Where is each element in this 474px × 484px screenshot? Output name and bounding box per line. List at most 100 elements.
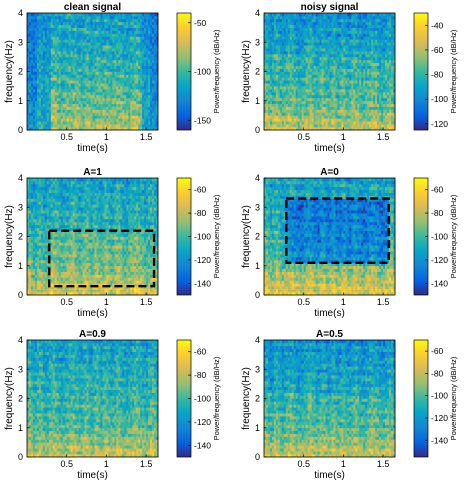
heatmap-cell <box>325 127 328 131</box>
heatmap-cell <box>86 36 89 40</box>
heatmap-cell <box>311 53 314 58</box>
heatmap-cell <box>74 62 77 66</box>
heatmap-cell <box>78 121 81 125</box>
heatmap-cell <box>76 103 79 107</box>
heatmap-cell <box>52 65 56 69</box>
heatmap-cell <box>46 121 50 125</box>
heatmap-cell <box>108 127 111 131</box>
heatmap-cell <box>62 83 66 87</box>
heatmap-cell <box>315 45 318 49</box>
heatmap-cell <box>150 124 153 128</box>
heatmap-cell <box>357 51 360 55</box>
heatmap-cell <box>264 13 267 17</box>
heatmap-cell <box>365 109 368 113</box>
heatmap-cell <box>343 74 346 78</box>
heatmap-cell <box>291 68 295 72</box>
heatmap-cell <box>287 27 291 31</box>
heatmap-cell <box>136 103 139 107</box>
heatmap-cell <box>126 68 129 72</box>
heatmap-cell <box>124 94 127 99</box>
heatmap-cell <box>78 127 81 131</box>
heatmap-cell <box>343 30 346 34</box>
heatmap-cell <box>62 51 66 55</box>
heatmap-cell <box>98 51 101 55</box>
heatmap-cell <box>56 118 60 122</box>
heatmap-cell <box>112 71 115 75</box>
heatmap-cell <box>317 83 320 87</box>
heatmap-cell <box>112 91 115 96</box>
heatmap-cell <box>38 118 42 122</box>
heatmap-cell <box>36 24 40 28</box>
heatmap-cell <box>68 68 72 72</box>
heatmap-cell <box>114 86 117 90</box>
heatmap-cell <box>291 48 295 52</box>
heatmap-cell <box>32 59 36 64</box>
heatmap-cell <box>32 36 36 40</box>
heatmap-cell <box>156 83 159 87</box>
heatmap-cell <box>285 124 289 128</box>
heatmap-cell <box>367 68 370 72</box>
heatmap-cell <box>88 109 91 113</box>
heatmap-cell <box>88 45 91 49</box>
heatmap-cell <box>335 77 338 81</box>
heatmap-cell <box>40 30 44 34</box>
heatmap-cell <box>363 109 366 113</box>
heatmap-cell <box>30 42 34 46</box>
heatmap-cell <box>273 62 277 66</box>
heatmap-cell <box>323 115 326 119</box>
heatmap-cell <box>108 51 111 55</box>
heatmap-cell <box>273 71 277 75</box>
heatmap-cell <box>373 33 376 37</box>
heatmap-cell <box>122 83 125 87</box>
heatmap-cell <box>353 97 356 102</box>
heatmap-cell <box>27 27 30 31</box>
heatmap-cell <box>122 91 125 96</box>
heatmap-cell <box>140 124 143 128</box>
heatmap-cell <box>60 91 64 96</box>
heatmap-cell <box>92 109 95 113</box>
heatmap-cell <box>357 56 360 61</box>
heatmap-cell <box>112 77 115 81</box>
heatmap-cell <box>146 53 149 58</box>
heatmap-cell <box>152 118 155 122</box>
heatmap-cell <box>325 71 328 75</box>
heatmap-cell <box>27 112 30 116</box>
heatmap-cell <box>365 100 368 105</box>
heatmap-cell <box>30 77 34 81</box>
heatmap-cell <box>287 56 291 61</box>
heatmap-cell <box>50 100 54 105</box>
heatmap-cell <box>371 127 374 131</box>
heatmap-cell <box>66 100 70 105</box>
heatmap-cell <box>90 48 93 52</box>
heatmap-cell <box>68 51 72 55</box>
heatmap-cell <box>301 71 305 75</box>
heatmap-cell <box>353 39 356 43</box>
y-tick-label: 4 <box>18 8 23 18</box>
heatmap-cell <box>46 42 50 46</box>
heatmap-cell <box>124 91 127 96</box>
heatmap-cell <box>335 15 338 20</box>
heatmap-cell <box>118 48 121 52</box>
heatmap-cell <box>359 100 362 105</box>
heatmap-cell <box>102 59 105 64</box>
heatmap-cell <box>303 121 307 125</box>
heatmap-cell <box>98 18 101 23</box>
heatmap-cell <box>42 65 46 69</box>
heatmap-cell <box>287 74 291 78</box>
heatmap-cell <box>305 112 309 116</box>
heatmap-cell <box>90 127 93 131</box>
heatmap-cell <box>116 74 119 78</box>
heatmap-cell <box>142 71 145 75</box>
heatmap-cell <box>36 94 40 99</box>
heatmap-cell <box>34 71 38 75</box>
heatmap-cell <box>361 39 364 43</box>
heatmap-cell <box>126 115 129 119</box>
heatmap-cell <box>309 106 312 110</box>
heatmap-cell <box>128 56 131 61</box>
heatmap-cell <box>42 94 46 99</box>
heatmap-cell <box>293 103 297 107</box>
heatmap-cell <box>375 74 378 78</box>
heatmap-cell <box>136 62 139 66</box>
heatmap-cell <box>357 103 360 107</box>
heatmap-cell <box>343 106 346 110</box>
